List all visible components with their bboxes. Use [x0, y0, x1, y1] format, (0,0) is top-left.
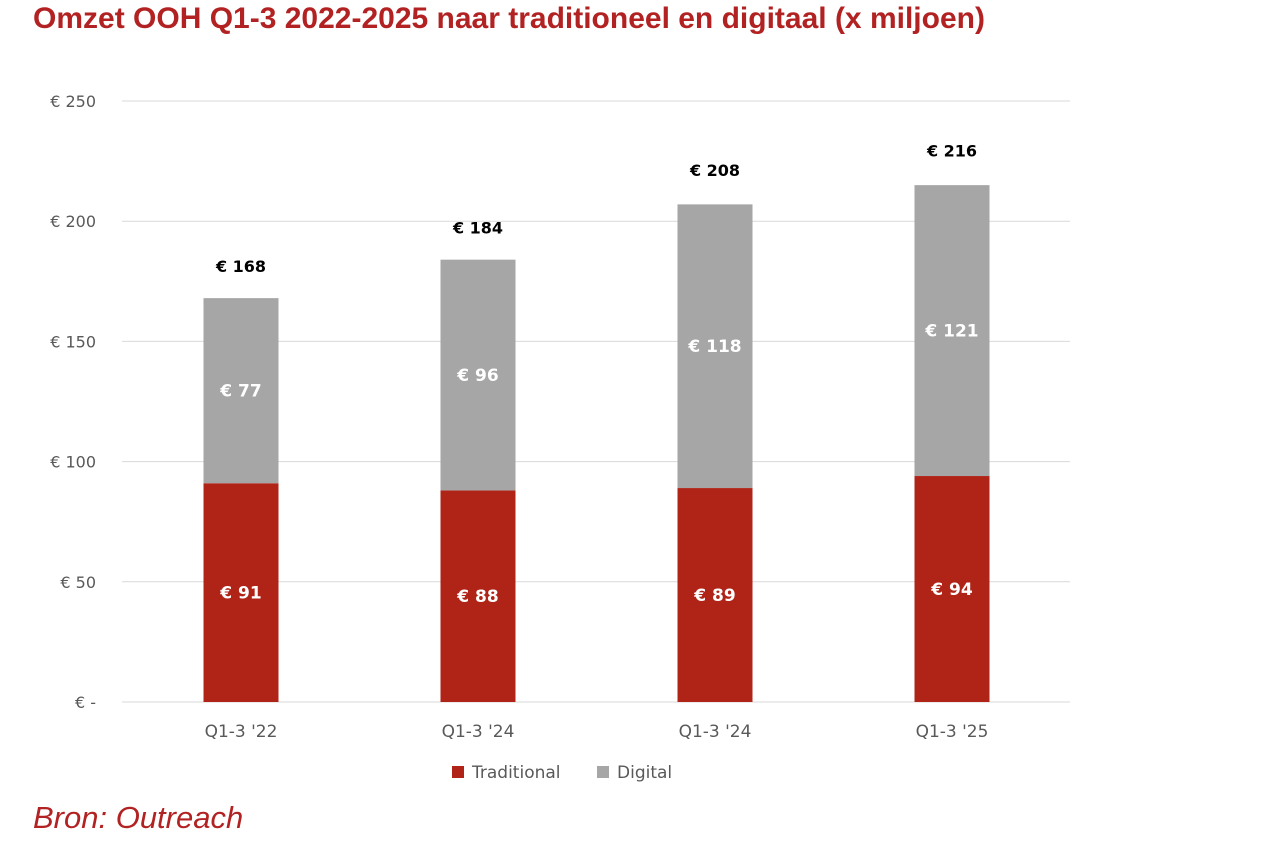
legend-label-traditional: Traditional: [471, 763, 561, 783]
data-label-digital: € 121: [924, 322, 978, 342]
legend: Traditional Digital: [452, 763, 672, 783]
x-tick-label: Q1-3 '22: [205, 722, 278, 742]
y-tick-label: € 150: [50, 332, 96, 351]
chart-title: Omzet OOH Q1-3 2022-2025 naar traditione…: [33, 2, 985, 35]
x-tick-label: Q1-3 '25: [916, 722, 989, 742]
legend-label-digital: Digital: [617, 763, 672, 783]
total-label: € 184: [452, 219, 503, 238]
data-label-digital: € 77: [219, 382, 261, 402]
y-tick-label: € 250: [50, 92, 96, 111]
bar-segment-digital: [440, 259, 516, 491]
y-tick-label: € 200: [50, 212, 96, 231]
gridlines: [122, 100, 1070, 703]
data-label-traditional: € 91: [219, 584, 261, 604]
data-label-traditional: € 89: [693, 586, 735, 606]
data-label-digital: € 96: [456, 366, 498, 386]
bar-segment-digital: [203, 298, 279, 484]
x-tick-label: Q1-3 '24: [442, 722, 515, 742]
legend-swatch-digital: [597, 766, 609, 778]
bar-segment-digital: [677, 204, 753, 489]
total-label: € 208: [689, 161, 740, 180]
bars: € 91 € 77 € 168 € 88 € 96 € 184 € 89 € 118 € 208…: [203, 142, 990, 702]
data-label-traditional: € 88: [456, 587, 498, 607]
y-tick-label: € 100: [50, 453, 96, 472]
x-tick-label: Q1-3 '24: [679, 722, 752, 742]
y-tick-label: € 50: [60, 573, 96, 592]
total-label: € 216: [926, 142, 977, 161]
x-axis-labels: Q1-3 '22 Q1-3 '24 Q1-3 '24 Q1-3 '25: [205, 722, 989, 742]
bar-segment-traditional: [440, 490, 516, 702]
bar-segment-digital: [914, 185, 990, 477]
total-label: € 168: [215, 257, 266, 276]
y-tick-label: € -: [75, 693, 96, 712]
data-label-digital: € 118: [687, 337, 741, 357]
source-note: Bron: Outreach: [33, 800, 244, 835]
bar-segment-traditional: [677, 488, 753, 702]
y-axis-ticks: € - € 50 € 100 € 150 € 200 € 250: [50, 92, 96, 712]
legend-swatch-traditional: [452, 766, 464, 778]
data-label-traditional: € 94: [930, 580, 973, 600]
bar-segment-traditional: [203, 483, 279, 702]
bar-segment-traditional: [914, 476, 990, 702]
